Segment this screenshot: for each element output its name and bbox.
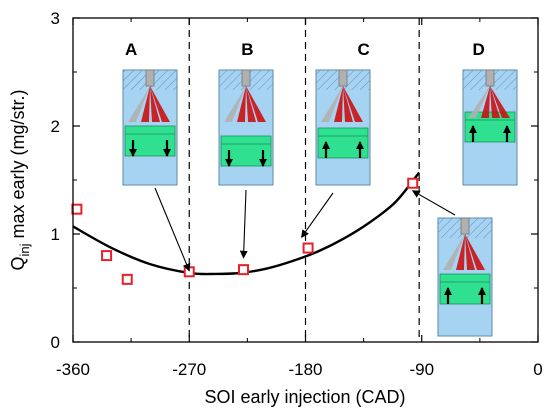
data-point bbox=[101, 250, 113, 262]
y-axis-label-rest: max early (mg/str.) bbox=[8, 89, 28, 243]
x-tick-label: 0 bbox=[533, 360, 542, 379]
y-axis-label-sub: inj bbox=[17, 243, 32, 256]
spray-plume bbox=[150, 86, 160, 122]
data-point bbox=[183, 266, 195, 278]
y-axis-ticks: 0 1 2 3 bbox=[51, 9, 538, 352]
vertical-guide-lines bbox=[188, 18, 420, 342]
engine-illustration-a bbox=[122, 69, 178, 186]
spray-plume bbox=[465, 234, 475, 270]
engine-illustration-d bbox=[462, 69, 518, 186]
region-label-a: A bbox=[125, 40, 137, 59]
region-label-c: C bbox=[357, 40, 369, 59]
spray-plume bbox=[321, 86, 343, 122]
injector bbox=[338, 69, 348, 87]
spray-plume bbox=[343, 86, 353, 122]
region-label-d: D bbox=[472, 40, 484, 59]
annotation-arrow-d bbox=[411, 190, 456, 216]
spray-plume bbox=[465, 234, 485, 270]
annotation-arrow-a bbox=[154, 187, 191, 272]
y-axis-label-main: Q bbox=[8, 257, 28, 271]
annotation-arrow-c bbox=[301, 192, 334, 239]
x-axis-label: SOI early injection (CAD) bbox=[204, 387, 405, 407]
data-point bbox=[407, 177, 419, 189]
spray-plume bbox=[481, 86, 490, 118]
x-tick-label: -180 bbox=[288, 360, 322, 379]
data-markers bbox=[71, 177, 419, 285]
x-tick-label: -90 bbox=[409, 360, 434, 379]
spray-plume bbox=[246, 86, 266, 122]
region-label-b: B bbox=[241, 40, 253, 59]
spray-plume bbox=[141, 86, 150, 122]
spray-plume bbox=[224, 86, 246, 122]
x-axis-ticks: -360 -270 -180 -90 0 bbox=[56, 18, 543, 379]
spray-plume bbox=[490, 86, 510, 118]
spray-plume bbox=[334, 86, 343, 122]
region-labels: A B C D bbox=[125, 40, 485, 59]
spray-plume bbox=[150, 86, 170, 122]
annotation-arrows bbox=[154, 187, 456, 272]
data-point bbox=[121, 273, 133, 285]
y-axis-label: Qinj max early (mg/str.) bbox=[8, 89, 32, 270]
data-point bbox=[71, 203, 83, 215]
spray-plume bbox=[237, 86, 246, 122]
engine-illustrations bbox=[122, 69, 518, 337]
spray-plume bbox=[128, 86, 150, 122]
spray-plume bbox=[456, 234, 465, 270]
fit-curve bbox=[72, 171, 421, 276]
engine-illustration-b bbox=[218, 69, 274, 186]
injector bbox=[145, 69, 155, 87]
injector bbox=[485, 69, 495, 87]
y-tick-label: 2 bbox=[51, 117, 60, 136]
engine-illustration-d-lower bbox=[437, 217, 493, 337]
fit-curve-layer bbox=[72, 171, 421, 276]
y-tick-label: 1 bbox=[51, 225, 60, 244]
spray-plume bbox=[246, 86, 256, 122]
spray-plume bbox=[343, 86, 363, 122]
data-point bbox=[238, 264, 249, 276]
x-tick-label: -360 bbox=[56, 360, 90, 379]
x-tick-label: -270 bbox=[172, 360, 206, 379]
y-tick-label: 3 bbox=[51, 9, 60, 28]
y-tick-label: 0 bbox=[51, 333, 60, 352]
annotation-arrow-b bbox=[239, 189, 248, 259]
engine-illustration-c bbox=[315, 69, 371, 186]
spray-plume bbox=[490, 86, 500, 118]
spray-plume bbox=[468, 86, 490, 118]
spray-plume bbox=[443, 234, 465, 270]
data-point bbox=[302, 242, 314, 254]
injector bbox=[460, 217, 470, 235]
injector bbox=[241, 69, 251, 87]
